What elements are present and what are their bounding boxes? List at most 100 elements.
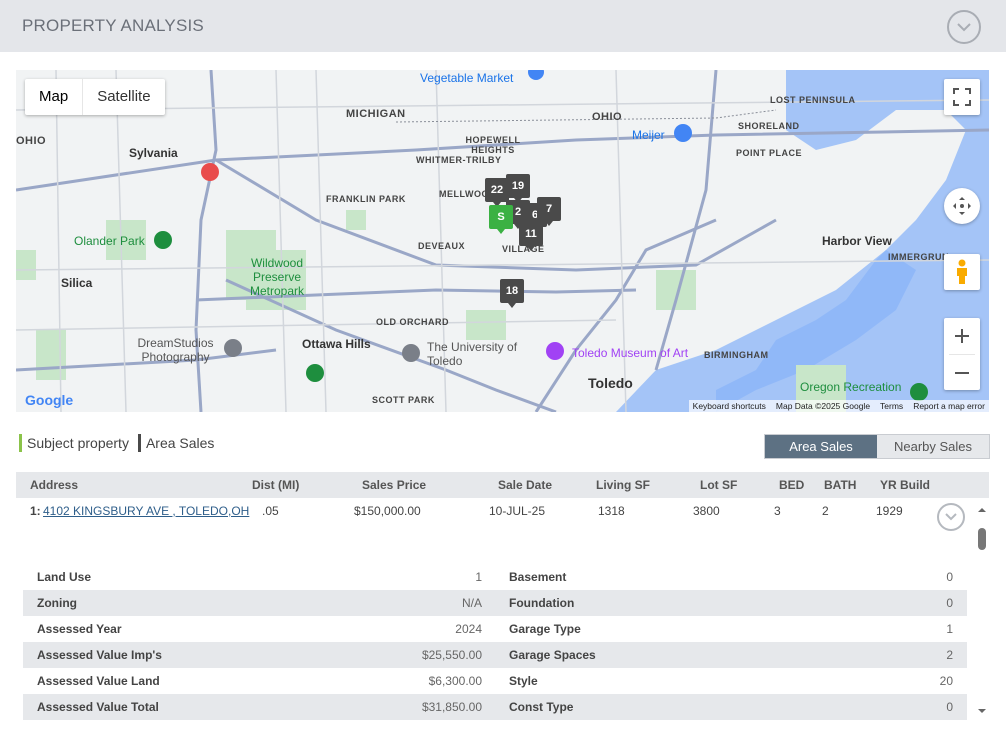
zoom-divider bbox=[949, 354, 975, 355]
expand-row-button[interactable] bbox=[937, 503, 965, 531]
area-sale-marker[interactable]: 11 bbox=[519, 222, 543, 251]
move-arrows-icon bbox=[953, 197, 971, 215]
table-row[interactable]: 1: 4102 KINGSBURY AVE , TOLEDO,OH .05 $1… bbox=[16, 498, 976, 528]
map-label-silica: Silica bbox=[61, 276, 93, 290]
subject-property-marker[interactable]: S bbox=[489, 205, 513, 234]
map-label-olander-park: Olander Park bbox=[74, 234, 145, 248]
sales-table-header: Address Dist (MI) Sales Price Sale Date … bbox=[16, 472, 989, 498]
col-bed: BED bbox=[779, 478, 805, 492]
area-legend-label: Area Sales bbox=[145, 435, 215, 451]
detail-value: N/A bbox=[461, 596, 482, 610]
zoom-in-button[interactable] bbox=[944, 318, 980, 354]
detail-label: Assessed Year bbox=[37, 622, 122, 636]
map-label-harbor-view: Harbor View bbox=[822, 234, 892, 248]
map-legend: Subject property Area Sales bbox=[19, 434, 214, 452]
map-view-button[interactable]: Map bbox=[39, 88, 69, 105]
detail-label: Land Use bbox=[37, 570, 92, 584]
section-header: PROPERTY ANALYSIS bbox=[0, 0, 1006, 52]
property-details: Land Use 1 Basement 0 Zoning N/A Foundation 0 As… bbox=[23, 564, 967, 720]
pegman-icon bbox=[957, 259, 967, 284]
details-scrollbar[interactable] bbox=[975, 505, 989, 720]
detail-value: 0 bbox=[946, 596, 953, 610]
map-label-hopewell-heights: HOPEWELL HEIGHTS bbox=[465, 135, 521, 155]
map-label-deveaux: DEVEAUX bbox=[418, 241, 466, 251]
area-sales-tab[interactable]: Area Sales bbox=[765, 435, 877, 458]
map-label-ohio-top: OHIO bbox=[592, 111, 623, 123]
detail-row: Assessed Value Total $31,850.00 Const Type… bbox=[23, 694, 967, 720]
map-type-divider bbox=[82, 79, 84, 115]
fullscreen-button[interactable] bbox=[944, 79, 980, 115]
zoom-out-button[interactable] bbox=[944, 355, 980, 390]
map-data-text: Map Data ©2025 Google bbox=[775, 401, 871, 411]
col-lot: Lot SF bbox=[700, 478, 738, 492]
map-type-control: Map Satellite bbox=[25, 79, 165, 115]
row-dist: .05 bbox=[262, 504, 279, 518]
map-label-oregon: Oregon Recreation bbox=[800, 380, 902, 394]
detail-value: 2 bbox=[946, 648, 953, 662]
col-yr: YR Build bbox=[880, 478, 930, 492]
map-label-sylvania: Sylvania bbox=[129, 146, 178, 160]
col-price: Sales Price bbox=[362, 478, 427, 492]
camera-control-button[interactable] bbox=[944, 188, 980, 224]
detail-label: Const Type bbox=[509, 700, 574, 714]
map-label-old-orchard: OLD ORCHARD bbox=[376, 317, 449, 327]
detail-value: 20 bbox=[939, 674, 953, 688]
property-map[interactable]: Vegetable Market MICHIGAN OHIO OHIO Meij… bbox=[16, 70, 989, 412]
row-yr: 1929 bbox=[876, 504, 903, 518]
detail-value: 0 bbox=[946, 700, 953, 714]
satellite-view-button[interactable]: Satellite bbox=[97, 88, 151, 105]
area-sale-marker[interactable]: 18 bbox=[500, 279, 524, 308]
detail-row: Assessed Value Land $6,300.00 Style 20 bbox=[23, 668, 967, 694]
detail-row: Zoning N/A Foundation 0 bbox=[23, 590, 967, 616]
col-date: Sale Date bbox=[498, 478, 553, 492]
row-lot: 3800 bbox=[693, 504, 720, 518]
col-living: Living SF bbox=[596, 478, 650, 492]
area-sale-marker[interactable]: 22 bbox=[485, 178, 509, 207]
detail-label: Assessed Value Land bbox=[37, 674, 160, 688]
collapse-section-button[interactable] bbox=[947, 10, 981, 44]
map-label-vegetable-market: Vegetable Market bbox=[420, 71, 514, 85]
property-address-link[interactable]: 4102 KINGSBURY AVE , TOLEDO,OH bbox=[43, 504, 250, 518]
scroll-up-icon[interactable] bbox=[975, 505, 989, 515]
map-label-lost-peninsula: LOST PENINSULA bbox=[770, 95, 856, 105]
report-error-link[interactable]: Report a map error bbox=[913, 401, 985, 411]
area-legend-swatch bbox=[137, 434, 141, 452]
detail-value: 1 bbox=[946, 622, 953, 636]
area-sale-marker[interactable]: 7 bbox=[537, 197, 561, 226]
row-bed: 3 bbox=[774, 504, 781, 518]
street-view-pegman-button[interactable] bbox=[944, 254, 980, 290]
row-price: $150,000.00 bbox=[354, 504, 421, 518]
chevron-down-icon bbox=[945, 513, 957, 521]
minus-icon bbox=[955, 371, 969, 374]
map-label-toledo: Toledo bbox=[588, 375, 633, 391]
row-index: 1: bbox=[30, 504, 41, 518]
terms-link[interactable]: Terms bbox=[880, 401, 904, 411]
section-title: PROPERTY ANALYSIS bbox=[22, 16, 204, 35]
map-attribution: Keyboard shortcuts Map Data ©2025 Google… bbox=[688, 400, 989, 412]
fullscreen-icon bbox=[953, 88, 971, 106]
zoom-control bbox=[944, 318, 980, 390]
subject-legend-swatch bbox=[19, 434, 22, 452]
detail-label: Zoning bbox=[37, 596, 77, 610]
map-label-immergrun: IMMERGRUN bbox=[888, 252, 949, 262]
scroll-thumb[interactable] bbox=[978, 528, 986, 550]
chevron-down-icon bbox=[957, 22, 971, 31]
col-address: Address bbox=[30, 478, 79, 492]
detail-label: Style bbox=[509, 674, 538, 688]
detail-label: Foundation bbox=[509, 596, 575, 610]
detail-label: Garage Spaces bbox=[509, 648, 596, 662]
area-sale-marker[interactable]: 19 bbox=[506, 174, 530, 203]
detail-value: $6,300.00 bbox=[428, 674, 482, 688]
detail-value: $25,550.00 bbox=[421, 648, 482, 662]
detail-value: 2024 bbox=[455, 622, 482, 636]
sales-type-toggle: Area Sales Nearby Sales bbox=[764, 434, 990, 459]
row-bath: 2 bbox=[822, 504, 829, 518]
map-label-point-place: POINT PLACE bbox=[736, 148, 803, 158]
keyboard-shortcuts-link[interactable]: Keyboard shortcuts bbox=[692, 401, 766, 411]
detail-row: Land Use 1 Basement 0 bbox=[23, 564, 967, 590]
map-label-village: VILLAGE bbox=[502, 244, 545, 254]
detail-label: Assessed Value Total bbox=[37, 700, 159, 714]
map-label-franklin-park: FRANKLIN PARK bbox=[326, 194, 406, 204]
nearby-sales-tab[interactable]: Nearby Sales bbox=[877, 435, 989, 458]
scroll-down-icon[interactable] bbox=[975, 706, 989, 716]
